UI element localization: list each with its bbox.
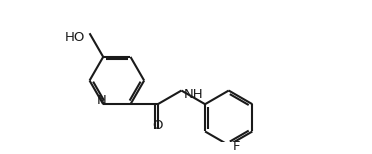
Text: N: N (96, 94, 106, 107)
Text: F: F (232, 140, 240, 153)
Text: HO: HO (65, 30, 85, 44)
Text: O: O (153, 119, 163, 132)
Text: NH: NH (183, 88, 203, 101)
